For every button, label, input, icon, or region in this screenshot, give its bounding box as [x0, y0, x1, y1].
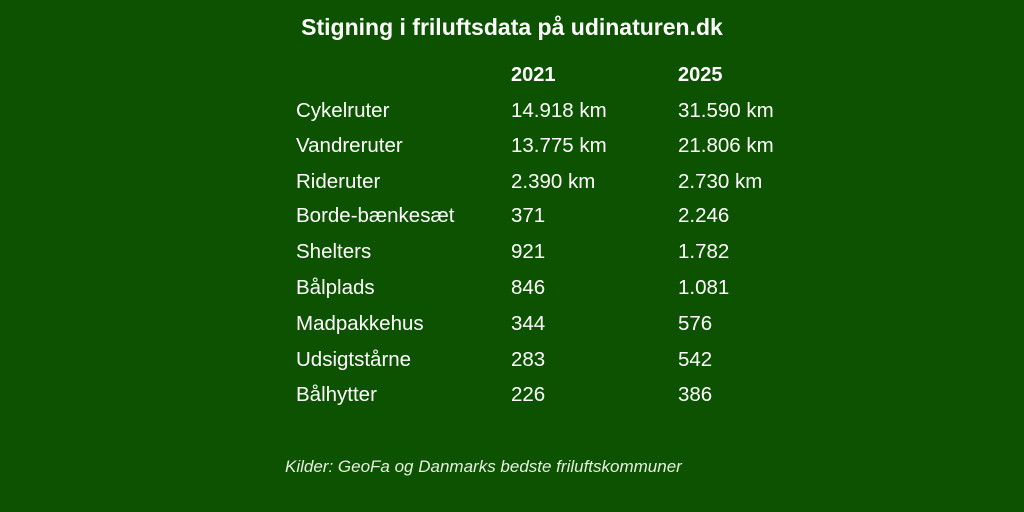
value-2021: 344	[511, 312, 546, 335]
value-2021: 371	[511, 204, 546, 227]
value-2025: 386	[678, 383, 713, 406]
table-row: Udsigtstårne 283 542	[0, 345, 1024, 375]
row-label: Rideruter	[296, 170, 381, 193]
table-row: Vandreruter 13.775 km 21.806 km	[0, 131, 1024, 161]
row-label: Borde-bænkesæt	[296, 204, 455, 227]
row-label: Shelters	[296, 240, 372, 263]
source-note: Kilder: GeoFa og Danmarks bedste friluft…	[285, 457, 682, 476]
table-row: Borde-bænkesæt 371 2.246	[0, 201, 1024, 231]
value-2025: 2.246	[678, 204, 730, 227]
table-row: Rideruter 2.390 km 2.730 km	[0, 167, 1024, 197]
value-2021: 846	[511, 276, 546, 299]
row-label: Bålhytter	[296, 383, 377, 406]
table-row: Bålplads 846 1.081	[0, 273, 1024, 303]
value-2021: 14.918 km	[511, 99, 607, 122]
value-2021: 2.390 km	[511, 170, 596, 193]
value-2025: 2.730 km	[678, 170, 763, 193]
row-label: Cykelruter	[296, 99, 390, 122]
table-row: Cykelruter 14.918 km 31.590 km	[0, 96, 1024, 126]
value-2025: 1.081	[678, 276, 730, 299]
value-2021: 13.775 km	[511, 134, 607, 157]
value-2025: 21.806 km	[678, 134, 774, 157]
row-label: Vandreruter	[296, 134, 403, 157]
value-2025: 1.782	[678, 240, 730, 263]
value-2021: 226	[511, 383, 546, 406]
column-header-2025: 2025	[678, 64, 723, 86]
value-2025: 542	[678, 348, 713, 371]
table-row: Bålhytter 226 386	[0, 380, 1024, 410]
table-row: Shelters 921 1.782	[0, 237, 1024, 267]
column-header-2021: 2021	[511, 64, 556, 86]
table-row: Madpakkehus 344 576	[0, 309, 1024, 339]
row-label: Bålplads	[296, 276, 375, 299]
value-2021: 921	[511, 240, 546, 263]
value-2025: 31.590 km	[678, 99, 774, 122]
row-label: Udsigtstårne	[296, 348, 412, 371]
page-title: Stigning i friluftsdata på udinaturen.dk	[301, 14, 723, 40]
value-2021: 283	[511, 348, 546, 371]
value-2025: 576	[678, 312, 713, 335]
row-label: Madpakkehus	[296, 312, 424, 335]
